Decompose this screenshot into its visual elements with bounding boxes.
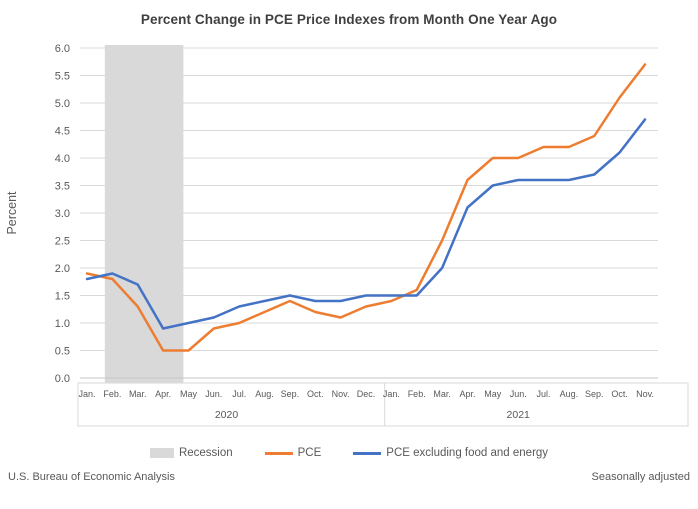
x-tick-label: Sep.	[281, 389, 300, 399]
year-label: 2020	[215, 409, 239, 421]
chart-footer: U.S. Bureau of Economic Analysis Seasona…	[8, 471, 690, 483]
x-tick-label: Feb.	[408, 389, 426, 399]
recession-swatch	[149, 448, 174, 458]
y-tick-label: 2.0	[55, 263, 70, 275]
y-tick-label: 5.0	[55, 98, 70, 110]
x-tick-label: Nov.	[636, 389, 654, 399]
y-tick-label: 5.5	[55, 71, 70, 83]
x-tick-label: Apr.	[459, 389, 475, 399]
x-tick-label: Aug.	[255, 389, 274, 399]
y-tick-label: 2.5	[55, 236, 70, 248]
pce-chart: 0.0 0.5 1.0 1.5 2.0 2.5 3.0 3.5 4.0 4.5 5.0 5.5 6.0 J…	[5, 43, 689, 427]
x-tick-label: Mar.	[433, 389, 451, 399]
legend-label-recession: Recession	[178, 447, 233, 459]
x-tick-label: Jan.	[78, 389, 95, 399]
x-tick-label: Feb.	[103, 389, 121, 399]
x-tick-label: Aug.	[560, 389, 579, 399]
core-pce-line-swatch	[353, 451, 382, 455]
x-tick-label: Dec.	[357, 389, 376, 399]
x-tick-label: Oct.	[611, 389, 628, 399]
x-tick-label: Jan.	[383, 389, 400, 399]
x-tick-label: Jun.	[510, 389, 527, 399]
legend-item-recession: Recession	[149, 447, 233, 459]
y-tick-label: 0.5	[55, 346, 70, 358]
y-tick-label: 4.5	[55, 126, 70, 138]
legend-item-core-pce: PCE excluding food and energy	[353, 447, 548, 459]
y-tick-label: 3.5	[55, 181, 70, 193]
y-tick-label: 1.5	[55, 291, 70, 303]
x-tick-label: Sep.	[585, 389, 604, 399]
pce-line	[85, 63, 647, 352]
x-tick-label: Jul.	[536, 389, 550, 399]
x-tick-label: May	[180, 389, 198, 399]
x-tick-label: May	[484, 389, 502, 399]
y-tick-label: 0.0	[55, 373, 70, 385]
x-axis-box	[77, 382, 689, 427]
source-note: U.S. Bureau of Economic Analysis	[8, 471, 175, 483]
legend-label-core-pce: PCE excluding food and energy	[386, 447, 549, 459]
chart-title: Percent Change in PCE Price Indexes from…	[140, 12, 558, 27]
legend-label-pce: PCE	[297, 447, 322, 459]
y-axis-title: Percent	[5, 191, 19, 235]
core-pce-line	[85, 118, 647, 330]
x-tick-label: Oct.	[307, 389, 324, 399]
y-tick-label: 4.0	[55, 153, 70, 165]
adjustment-note: Seasonally adjusted	[591, 471, 690, 483]
y-tick-label: 6.0	[55, 43, 70, 55]
x-tick-label: Nov.	[332, 389, 350, 399]
x-tick-label: Jul.	[232, 389, 246, 399]
pce-line-swatch	[264, 451, 293, 455]
year-label: 2021	[507, 409, 531, 421]
recession-band	[104, 45, 184, 383]
legend-item-pce: PCE	[264, 447, 322, 459]
x-tick-label: Jun.	[205, 389, 222, 399]
chart-legend: Recession PCE PCE excluding food and ene…	[0, 444, 698, 462]
x-tick-label: Apr.	[155, 389, 171, 399]
x-tick-label: Mar.	[129, 389, 147, 399]
y-tick-label: 1.0	[55, 318, 70, 330]
y-tick-label: 3.0	[55, 208, 70, 220]
